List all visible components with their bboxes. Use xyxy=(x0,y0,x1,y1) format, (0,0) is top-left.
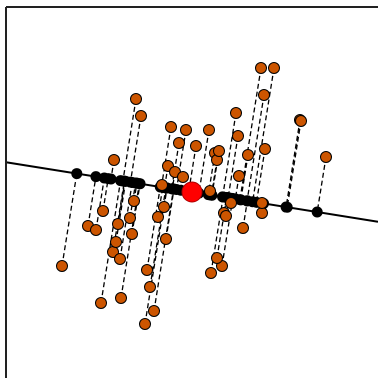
data-point xyxy=(112,218,124,230)
data-point xyxy=(124,212,136,224)
data-point xyxy=(268,62,280,74)
data-point xyxy=(233,170,245,182)
mean-marker xyxy=(181,181,203,203)
projection-link xyxy=(251,67,275,202)
projection-link xyxy=(131,183,141,235)
projection-link xyxy=(87,176,97,227)
data-point xyxy=(156,179,168,191)
projection-link xyxy=(316,156,327,213)
projection-link xyxy=(129,115,142,183)
projection-link xyxy=(95,177,105,231)
data-point xyxy=(97,205,109,217)
data-point xyxy=(232,130,244,142)
data-point xyxy=(177,171,189,183)
data-point xyxy=(259,143,271,155)
projection-link xyxy=(117,181,126,225)
projection-link xyxy=(115,181,127,243)
data-point xyxy=(205,267,217,279)
data-point xyxy=(160,233,172,245)
projected-point xyxy=(311,206,323,218)
data-point xyxy=(152,211,164,223)
data-point xyxy=(237,222,249,234)
data-point xyxy=(220,210,232,222)
data-point xyxy=(295,115,307,127)
mean-marker-group xyxy=(181,181,203,203)
projection-link xyxy=(246,94,265,201)
projection-link xyxy=(160,126,172,188)
projection-link xyxy=(221,112,237,197)
projection-link xyxy=(61,173,78,267)
projected-point xyxy=(247,196,259,208)
data-point xyxy=(90,224,102,236)
data-point xyxy=(108,154,120,166)
data-points xyxy=(56,62,332,330)
projected-point xyxy=(281,201,293,213)
data-point xyxy=(144,281,156,293)
data-point xyxy=(130,93,142,105)
data-point xyxy=(141,264,153,276)
projection-link xyxy=(286,120,302,208)
data-point xyxy=(139,318,151,330)
projection-link xyxy=(100,180,122,304)
plot-area xyxy=(5,62,378,330)
data-point xyxy=(148,305,160,317)
projection-link xyxy=(221,198,234,267)
projected-point xyxy=(90,171,102,183)
data-point xyxy=(135,110,147,122)
projection-link xyxy=(122,98,137,182)
data-point xyxy=(203,124,215,136)
data-point xyxy=(114,253,126,265)
projection-link xyxy=(239,67,262,200)
projection-link xyxy=(198,129,210,194)
data-point xyxy=(213,145,225,157)
data-point xyxy=(204,185,216,197)
projection-link xyxy=(227,135,239,198)
projected-point xyxy=(126,176,138,188)
data-point xyxy=(242,149,254,161)
data-point xyxy=(225,197,237,209)
projected-point xyxy=(170,184,182,196)
data-point xyxy=(128,195,140,207)
projected-point xyxy=(71,168,83,180)
projection-link xyxy=(255,148,266,203)
data-point xyxy=(255,62,267,74)
data-point xyxy=(173,137,185,149)
data-point xyxy=(230,107,242,119)
data-point xyxy=(320,151,332,163)
projection-link xyxy=(165,189,175,240)
data-point xyxy=(158,201,170,213)
data-point xyxy=(115,292,127,304)
projection-link xyxy=(146,186,161,271)
data-point xyxy=(256,207,268,219)
data-point xyxy=(256,197,268,209)
projected-point xyxy=(102,173,114,185)
data-point xyxy=(110,236,122,248)
data-point xyxy=(95,297,107,309)
data-point xyxy=(258,89,270,101)
projection-link xyxy=(285,119,301,208)
data-point xyxy=(211,252,223,264)
data-point xyxy=(126,228,138,240)
projection-link xyxy=(153,188,175,312)
axes-frame xyxy=(5,6,378,378)
projection-link xyxy=(119,182,133,260)
data-point xyxy=(180,124,192,136)
data-point xyxy=(165,121,177,133)
data-point xyxy=(190,140,202,152)
data-point xyxy=(56,260,68,272)
